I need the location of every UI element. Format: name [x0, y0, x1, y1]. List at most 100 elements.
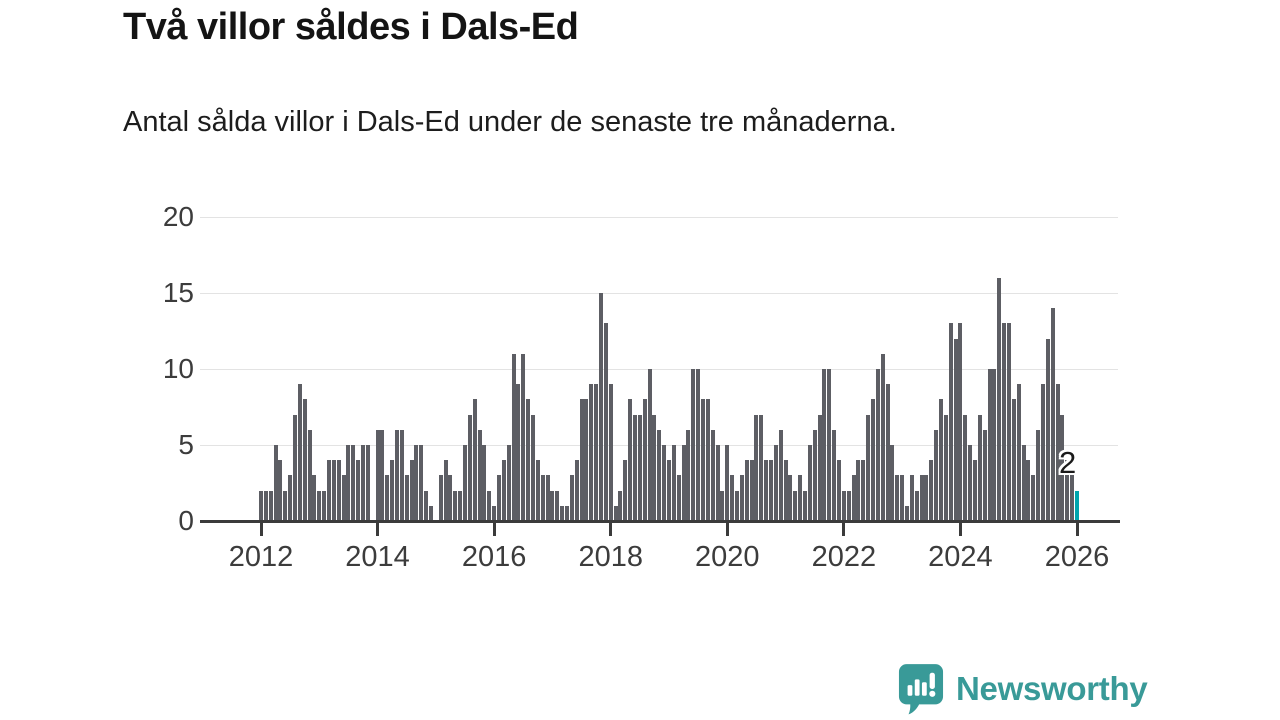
- bar: [526, 399, 531, 521]
- bar: [681, 445, 686, 521]
- x-tick-2018: [609, 523, 613, 536]
- bar: [608, 384, 613, 521]
- x-tick-label-2022: 2022: [811, 541, 877, 573]
- bar: [1002, 323, 1007, 521]
- bar: [919, 475, 924, 521]
- x-tick-2024: [958, 523, 962, 536]
- bar: [307, 429, 312, 521]
- x-tick-label-2014: 2014: [345, 541, 410, 573]
- bar: [623, 460, 628, 521]
- bar: [487, 490, 492, 521]
- bar: [497, 475, 501, 521]
- bar: [773, 445, 778, 521]
- bar: [885, 384, 890, 521]
- gridline-10: [200, 369, 1118, 370]
- y-tick-label-20: 20: [162, 201, 194, 232]
- bar: [361, 445, 365, 521]
- bar: [628, 399, 633, 521]
- bar: [477, 429, 482, 521]
- bar: [390, 460, 395, 521]
- bar: [788, 475, 793, 521]
- x-tick-2026: [1075, 523, 1079, 536]
- bar: [531, 414, 535, 521]
- bar: [637, 414, 642, 521]
- bar: [725, 445, 730, 521]
- x-tick-2022: [842, 523, 846, 536]
- bar: [540, 475, 545, 521]
- bar: [720, 490, 725, 521]
- bar: [730, 475, 735, 521]
- bar: [594, 384, 599, 521]
- bar: [905, 505, 909, 521]
- bar: [375, 429, 380, 521]
- bar: [385, 475, 390, 521]
- bar: [895, 475, 900, 521]
- x-axis-line: [200, 520, 1120, 523]
- bar: [492, 505, 497, 521]
- bar: [506, 445, 511, 521]
- bar: [705, 399, 710, 521]
- bar: [1036, 429, 1041, 521]
- bar: [603, 323, 608, 521]
- bar: [977, 414, 982, 521]
- bar: [482, 445, 487, 521]
- bar: [856, 460, 861, 521]
- bar: [351, 445, 356, 521]
- bar: [438, 475, 443, 521]
- bar: [424, 490, 429, 521]
- bar: [710, 429, 715, 521]
- bar: [1021, 445, 1026, 521]
- bar: [778, 429, 783, 521]
- y-tick-label-5: 5: [178, 429, 194, 460]
- bar: [943, 414, 948, 521]
- bar: [803, 490, 807, 521]
- bar: [550, 490, 555, 521]
- bar: [448, 475, 453, 521]
- bar: [399, 429, 404, 521]
- bar: [429, 505, 433, 521]
- bar: [322, 490, 327, 521]
- bar: [798, 475, 803, 521]
- bar: [992, 369, 997, 521]
- bar: [336, 460, 341, 521]
- bar: [283, 490, 288, 521]
- page-title: Två villor såldes i Dals-Ed: [123, 6, 579, 48]
- bar: [1050, 308, 1055, 521]
- bar: [764, 460, 769, 521]
- bar: [783, 460, 788, 521]
- bar: [987, 369, 992, 521]
- bar: [463, 445, 467, 521]
- bar: [909, 475, 914, 521]
- bar: [968, 445, 973, 521]
- bar: [453, 490, 458, 521]
- bar: [691, 369, 696, 521]
- bar: [1055, 384, 1060, 521]
- bar: [560, 505, 565, 521]
- bar: [827, 369, 832, 521]
- bar: [579, 399, 584, 521]
- bar: [501, 460, 506, 521]
- bar: [754, 414, 759, 521]
- bar: [268, 490, 273, 521]
- bar: [1070, 475, 1075, 521]
- bar: [584, 399, 589, 521]
- bar: [715, 445, 720, 521]
- bar: [312, 475, 317, 521]
- bar: [667, 460, 671, 521]
- bar: [535, 460, 540, 521]
- bar: [958, 323, 963, 521]
- bar: [749, 460, 754, 521]
- bar: [1060, 414, 1065, 521]
- bar: [924, 475, 929, 521]
- bar: [521, 353, 526, 521]
- bar: [735, 490, 739, 521]
- bar: [613, 505, 618, 521]
- bar: [341, 475, 346, 521]
- bar: [837, 460, 841, 521]
- bar: [278, 460, 283, 521]
- bar: [832, 429, 837, 521]
- bar: [259, 490, 263, 521]
- bar: [589, 384, 594, 521]
- bar: [516, 384, 521, 521]
- bar: [565, 505, 569, 521]
